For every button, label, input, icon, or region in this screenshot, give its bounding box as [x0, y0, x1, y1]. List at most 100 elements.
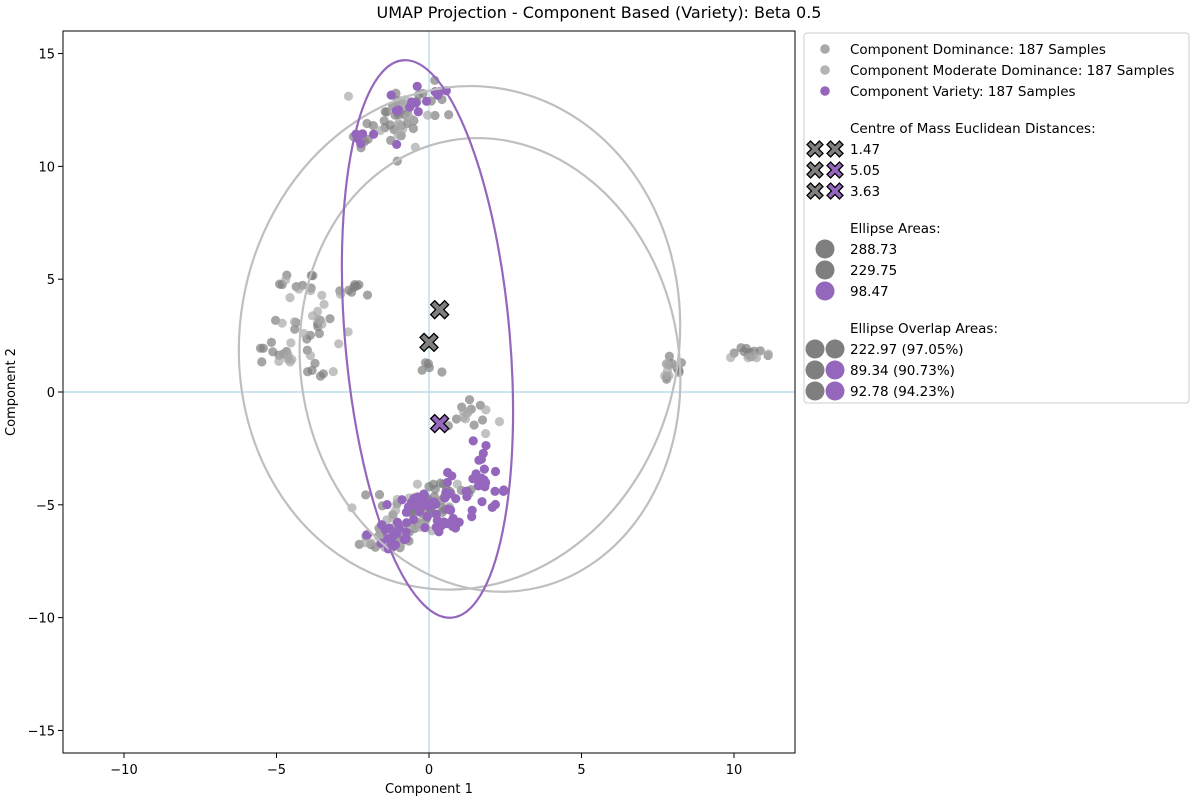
data-point — [360, 538, 370, 548]
legend-section-title: Centre of Mass Euclidean Distances: — [850, 121, 1096, 137]
legend-label: 288.73 — [850, 242, 897, 258]
data-point — [286, 338, 296, 348]
legend-circle-icon — [815, 260, 835, 280]
data-point — [401, 507, 411, 517]
data-point — [437, 367, 447, 377]
data-point — [490, 466, 501, 477]
legend-x-icon — [826, 140, 844, 158]
data-point — [494, 416, 505, 427]
centroid-x-icon — [429, 413, 450, 434]
legend-label: Component Moderate Dominance: 187 Sample… — [850, 63, 1174, 79]
legend-x-icon — [806, 161, 824, 179]
data-point — [402, 518, 412, 528]
data-point — [392, 517, 403, 527]
data-point — [257, 357, 267, 367]
data-point — [356, 139, 366, 149]
data-point — [763, 349, 773, 359]
data-point — [414, 507, 425, 517]
legend-label: 89.34 (90.73%) — [850, 363, 955, 379]
legend-label: 1.47 — [850, 142, 880, 158]
legend-circle-icon — [815, 281, 835, 301]
x-tick-label: 5 — [577, 763, 585, 778]
data-point — [474, 455, 484, 465]
data-point — [431, 499, 441, 509]
data-point — [490, 499, 501, 510]
data-point — [393, 130, 403, 140]
data-point — [481, 405, 491, 415]
x-tick-label: 10 — [726, 763, 743, 778]
legend-circle-icon — [825, 339, 845, 359]
data-point — [362, 290, 373, 300]
data-point — [362, 530, 372, 540]
data-point — [439, 517, 449, 527]
data-point — [661, 359, 671, 369]
data-point — [315, 371, 326, 381]
data-point — [362, 118, 372, 129]
data-point — [349, 282, 359, 292]
legend-label: 5.05 — [850, 163, 880, 179]
data-point — [294, 284, 304, 294]
data-point — [375, 125, 385, 136]
data-point — [343, 327, 353, 337]
legend-section-title: Ellipse Overlap Areas: — [850, 321, 998, 337]
series-1-ellipse — [237, 84, 682, 591]
data-point — [401, 527, 411, 538]
legend-label: 3.63 — [850, 184, 880, 200]
data-point — [477, 415, 488, 425]
data-point — [452, 479, 462, 489]
y-tick-label: −15 — [28, 724, 55, 739]
legend-dot-icon — [820, 65, 830, 75]
data-point — [442, 477, 452, 488]
data-point — [428, 479, 439, 489]
data-point — [361, 490, 371, 500]
legend-label: 222.97 (97.05%) — [850, 342, 964, 358]
data-point — [412, 479, 423, 489]
data-point — [417, 497, 427, 507]
data-point — [412, 81, 422, 91]
data-point — [391, 505, 401, 515]
data-point — [422, 511, 432, 521]
x-axis-ticks: −10 −5 0 5 10 — [110, 753, 742, 778]
data-point — [410, 500, 420, 510]
data-point — [664, 371, 674, 381]
legend-section-title: Ellipse Areas: — [850, 221, 941, 237]
data-point — [743, 353, 753, 363]
data-point — [307, 311, 318, 321]
data-point — [317, 290, 327, 300]
data-point — [325, 314, 335, 324]
data-point — [382, 499, 392, 510]
data-point — [751, 353, 762, 363]
data-point — [319, 299, 329, 309]
data-point — [403, 110, 413, 120]
data-point — [736, 343, 746, 353]
data-point — [335, 289, 346, 299]
data-point — [380, 107, 390, 117]
centroid-markers — [419, 299, 450, 434]
data-point — [481, 428, 491, 439]
data-point — [277, 318, 287, 328]
data-point — [469, 420, 479, 430]
legend-label: 98.47 — [850, 284, 889, 300]
data-point — [399, 534, 409, 545]
data-point — [343, 91, 354, 101]
centroid-x-icon — [429, 299, 450, 320]
data-point — [490, 486, 500, 496]
data-point — [409, 514, 419, 525]
series-0-ellipse — [298, 137, 682, 593]
data-point — [310, 358, 320, 368]
data-point — [374, 490, 385, 500]
legend-box — [803, 32, 1190, 404]
data-point — [664, 351, 674, 361]
legend-dot-icon — [820, 44, 830, 54]
legend-circle-icon — [805, 360, 825, 380]
data-point — [448, 515, 459, 525]
data-point — [451, 494, 461, 504]
data-point — [306, 286, 316, 296]
data-point — [424, 363, 434, 373]
data-point — [409, 493, 419, 504]
data-point — [281, 275, 291, 285]
data-point — [417, 365, 427, 375]
legend-circle-icon — [805, 339, 825, 359]
data-point — [283, 354, 293, 364]
series-2-ellipse — [340, 59, 515, 619]
